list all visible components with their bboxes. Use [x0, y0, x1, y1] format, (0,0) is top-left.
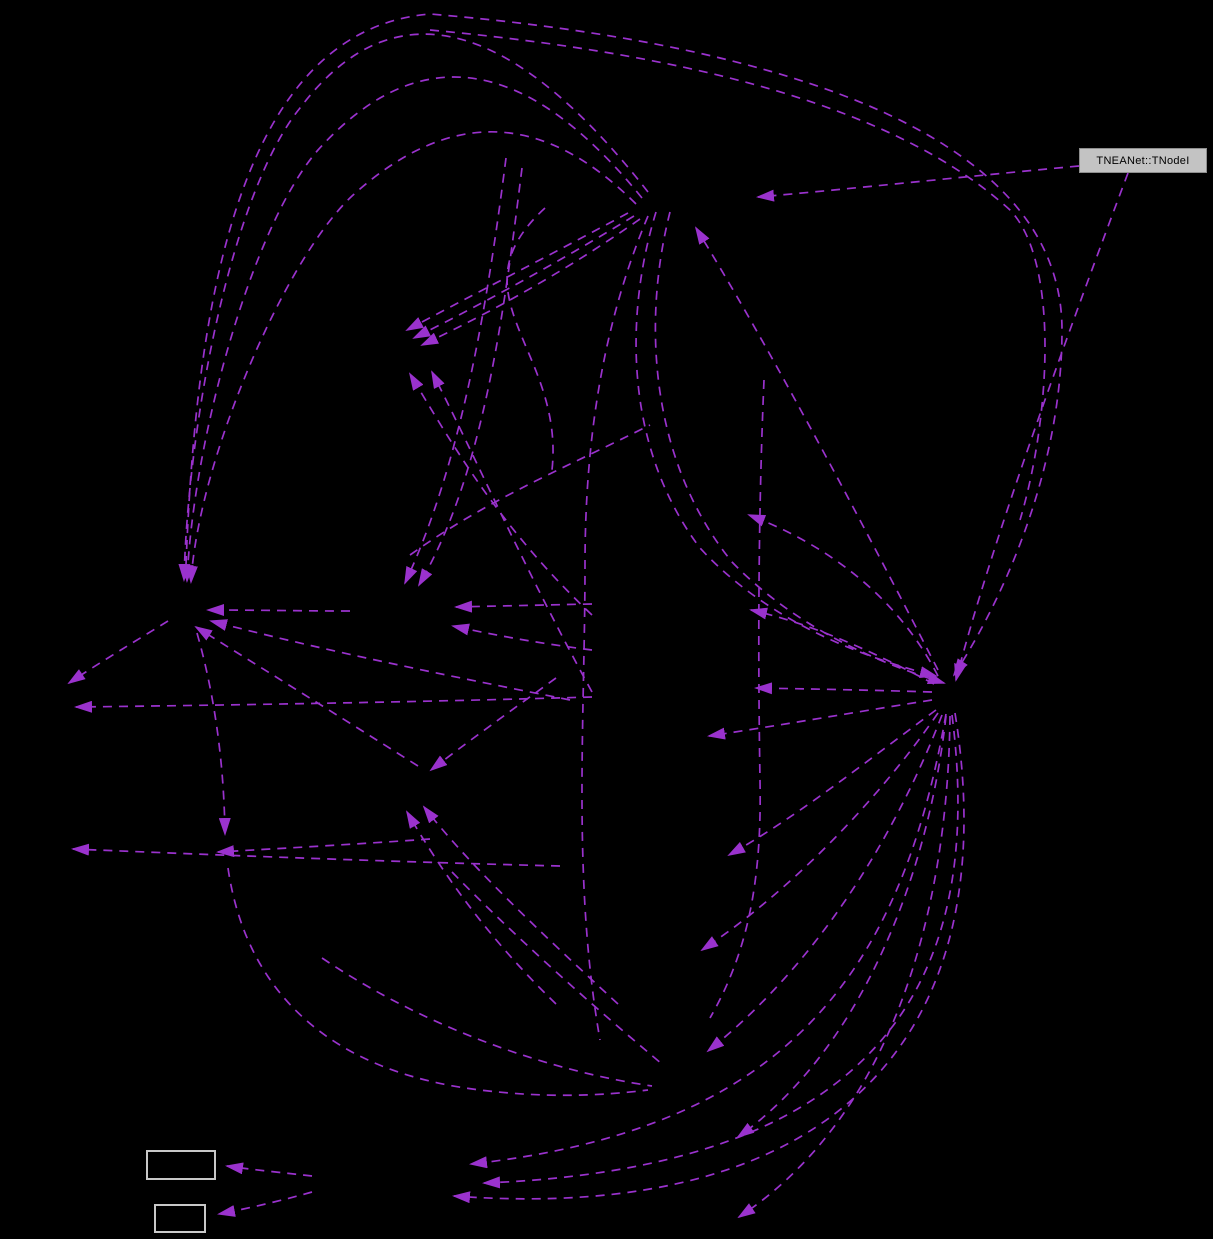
edge-r-fan-1053: [706, 714, 943, 1053]
edge-r-fan-515: [747, 514, 939, 677]
edge-c-to-d: [429, 677, 557, 772]
edge-bh-to-d-2: [422, 805, 619, 1005]
edge-mid-to-l: [209, 619, 571, 701]
edge-bh-to-d-1: [405, 810, 557, 1005]
edge-t-to-l-arc3: [185, 131, 637, 584]
edge-r-fan-610: [749, 607, 935, 685]
edge-bh-to-box1: [225, 1162, 313, 1177]
edge-mid-to-farleft2: [71, 843, 561, 867]
edge-mid-to-b-2: [431, 370, 593, 693]
edge-l-to-midleft-down: [196, 632, 231, 836]
edge-mid-to-b-1: [408, 372, 593, 616]
edge-c-to-l: [206, 604, 351, 617]
node-tneanet-tnodei[interactable]: TNEANet::TNodeI: [1079, 148, 1207, 173]
edge-r-to-bh-1: [469, 713, 947, 1169]
edge-l-to-farleft1: [67, 620, 169, 685]
node-tneanet-tnodei-label: TNEANet::TNodeI: [1096, 154, 1190, 167]
edge-t-to-l-arc2: [181, 76, 643, 583]
edge-r-fan-737: [707, 699, 933, 740]
edge-t-to-r-2: [654, 211, 946, 685]
edge-label-to-r: [954, 172, 1129, 682]
edge-mid-to-farleft1: [74, 696, 593, 713]
edge-label-to-t: [756, 165, 1080, 202]
edge-mid-to-c-2: [451, 623, 593, 651]
edge-r-to-bh-2: [482, 714, 959, 1189]
edge-r-fan-1138: [736, 715, 947, 1139]
edge-bh-to-box2: [217, 1191, 313, 1217]
edge-diag-bh-up: [321, 957, 653, 1087]
edge-d-to-l: [194, 625, 419, 767]
edge-l-to-r-overtop: [185, 13, 1063, 677]
edge-r-to-bh-3: [452, 712, 965, 1204]
edge-d-to-midleft: [216, 838, 431, 858]
edge-web-s1: [506, 207, 554, 471]
edge-vert-right-mid: [709, 379, 765, 1019]
edge-r-fan-952: [700, 712, 939, 952]
edge-long-vert-center: [581, 215, 649, 1041]
unlabeled-node-1[interactable]: [146, 1150, 216, 1180]
edge-t-to-r-1: [635, 211, 938, 678]
edge-r-fan-1218: [737, 715, 951, 1219]
edge-r-fan-688: [754, 682, 933, 695]
edge-web-cross1: [409, 424, 651, 556]
edge-web-topright: [429, 29, 1046, 521]
edge-t-to-l-arc1: [178, 33, 649, 582]
unlabeled-node-2[interactable]: [154, 1204, 206, 1233]
edge-t-to-a-2: [412, 215, 635, 339]
edge-r-to-t: [694, 226, 939, 671]
edge-t-to-a-3: [420, 218, 641, 346]
edges-group: [67, 13, 1129, 1219]
edge-vert-to-c-1: [404, 157, 507, 585]
edge-arc-left-bottom-sweep: [227, 867, 649, 1097]
edge-mid-to-c-1: [454, 600, 593, 613]
edge-t-to-a-1: [405, 212, 629, 331]
edge-steep-bottom: [451, 871, 663, 1065]
